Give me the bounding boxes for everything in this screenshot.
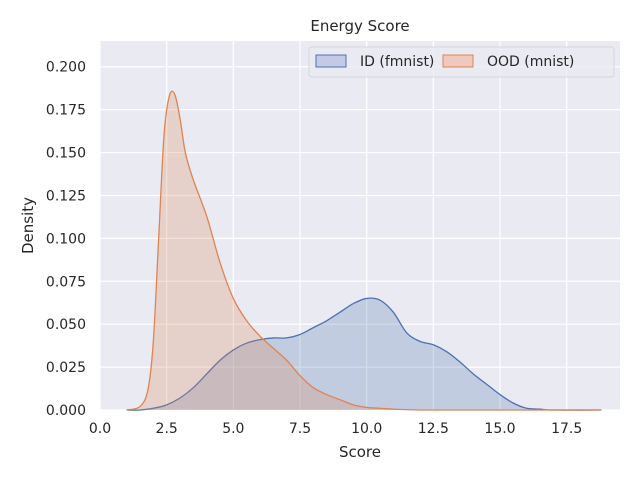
x-tick-label: 17.5 [551,421,582,437]
y-tick-label: 0.050 [46,317,86,333]
x-tick-label: 12.5 [418,421,449,437]
y-tick-label: 0.025 [46,360,86,376]
id-density-line [126,297,602,411]
grid-lines [99,41,620,411]
y-axis-ticks: 0.000 0.025 0.050 0.075 0.100 0.125 0.150 0.175… [46,60,86,419]
y-tick-label: 0.175 [46,103,86,119]
legend-swatch-ood [442,54,474,68]
y-tick-label: 0.000 [46,403,86,419]
chart-title: Energy Score [310,17,409,35]
legend-label-id: ID (fmnist) [360,54,434,70]
x-axis-ticks: 0.0 2.5 5.0 7.5 10.0 12.5 15.0 17.5 [89,421,582,437]
legend-swatch-id [315,54,347,68]
y-tick-label: 0.125 [46,188,86,204]
x-tick-label: 0.0 [89,421,111,437]
id-density-area [126,298,602,411]
y-tick-label: 0.100 [46,231,86,247]
legend: ID (fmnist) OOD (mnist) [308,46,615,78]
x-axis-title: Score [339,443,381,461]
legend-label-ood: OOD (mnist) [487,54,574,70]
x-tick-label: 15.0 [484,421,515,437]
y-tick-label: 0.200 [46,60,86,76]
x-tick-label: 10.0 [351,421,382,437]
y-tick-label: 0.150 [46,146,86,162]
density-areas [126,90,602,411]
ood-density-line [126,90,602,411]
y-axis-title: Density [19,197,37,254]
x-tick-label: 5.0 [222,421,244,437]
ood-density-area [126,91,602,411]
plot-background [100,41,620,410]
x-tick-label: 7.5 [289,421,311,437]
x-tick-label: 2.5 [156,421,178,437]
y-tick-label: 0.075 [46,274,86,290]
